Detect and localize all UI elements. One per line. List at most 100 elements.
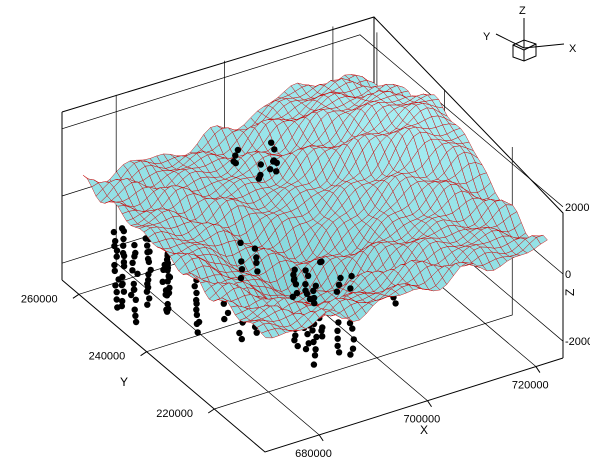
z-tick-label: 0 (565, 269, 571, 281)
scatter-point (334, 342, 341, 350)
scatter-point (130, 280, 137, 288)
scatter-point (350, 336, 357, 343)
scatter-point (120, 259, 128, 266)
scatter-point (132, 312, 139, 319)
scatter-point (113, 296, 120, 303)
z-tick-label: 2000 (565, 202, 589, 214)
plot-box-front (61, 279, 564, 453)
scatter-point (268, 139, 275, 146)
box-back-edge (61, 16, 564, 358)
triad-x-label: X (569, 43, 577, 55)
scatter-point (253, 329, 260, 336)
scatter-point (221, 315, 228, 323)
scatter-point (304, 330, 311, 338)
y-tick-label: 260000 (21, 293, 58, 305)
triad-y-label: Y (483, 31, 491, 43)
x-axis-title: X (420, 423, 428, 437)
scatter-point (119, 273, 126, 281)
scatter-point (333, 288, 341, 295)
scatter-point (111, 267, 119, 275)
y-gridline (214, 147, 513, 410)
scatter-points-front (230, 139, 355, 307)
triad-cube (512, 39, 537, 62)
z-gridline (61, 34, 564, 208)
scatter-point (119, 297, 126, 305)
scatter-point (267, 166, 274, 173)
scatter-point (312, 346, 319, 353)
scatter-point (164, 260, 172, 267)
scatter-point (195, 318, 203, 326)
scatter-point (302, 281, 309, 288)
scatter-point (193, 311, 201, 319)
surface-mesh (82, 74, 548, 339)
scatter-point (270, 157, 278, 164)
scatter-point (132, 249, 139, 257)
scatter-point (112, 237, 119, 245)
scatter-point (310, 338, 317, 346)
scatter-point (312, 282, 319, 289)
scatter-point (311, 300, 318, 307)
scatter-point (348, 272, 355, 280)
scatter-point (119, 280, 126, 288)
scatter-point (128, 291, 135, 299)
scatter-point (120, 288, 128, 295)
scatter-point (110, 228, 118, 236)
scatter-point (194, 329, 201, 336)
scatter-point (145, 276, 152, 284)
scatter-point (290, 271, 297, 278)
scatter-point (164, 278, 171, 285)
scatter-point (132, 296, 139, 303)
surface-cell (536, 234, 548, 245)
scatter-point (294, 342, 301, 350)
scatter-point (337, 274, 344, 282)
x-tick-mark (318, 434, 324, 442)
x-tick-mark (427, 400, 432, 408)
scatter-point (313, 333, 320, 341)
triad-cube-edge (523, 43, 537, 51)
scatter-point (349, 325, 356, 332)
scatter-point (306, 295, 314, 303)
scatter-point (232, 152, 239, 159)
scatter-point (113, 288, 120, 296)
y-tick-label: 240000 (89, 351, 126, 363)
scatter-point (144, 301, 151, 308)
scatter-point (159, 278, 166, 285)
scatter-point (113, 253, 120, 260)
scatter-point (309, 327, 316, 334)
scatter-point (164, 267, 171, 274)
scatter-point (257, 171, 264, 179)
scatter-point (237, 239, 244, 246)
scatter-point (193, 306, 200, 313)
scatter-point (111, 242, 118, 250)
scatter-point (234, 146, 242, 154)
scatter-point (224, 309, 232, 317)
scatter-point (305, 340, 312, 347)
scatter-point (193, 289, 200, 297)
scatter-point (251, 245, 259, 252)
x-tick-label: 720000 (512, 380, 549, 392)
box-bottom-edge (61, 279, 564, 453)
z-tick-label: -2000 (565, 336, 590, 348)
scatter-point (257, 161, 264, 168)
scatter-point (163, 292, 171, 299)
triad-x-axis-line (523, 43, 565, 49)
scatter-point (271, 146, 278, 153)
scatter-point (289, 293, 296, 300)
scatter-point (111, 261, 118, 269)
scatter-point (146, 248, 153, 255)
scatter-point (129, 259, 136, 266)
scatter-point (120, 242, 127, 249)
y-tick-mark (140, 351, 147, 357)
scatter-point (302, 287, 309, 294)
scatter-point (253, 259, 260, 266)
y-tick-mark (72, 293, 80, 299)
scatter-point (144, 242, 151, 249)
scatter-point (291, 266, 298, 273)
scatter-point (144, 255, 152, 263)
scatter-point (310, 287, 317, 294)
scatter-point (134, 270, 141, 277)
scatter-point (164, 300, 171, 308)
scatter-point (193, 296, 200, 304)
